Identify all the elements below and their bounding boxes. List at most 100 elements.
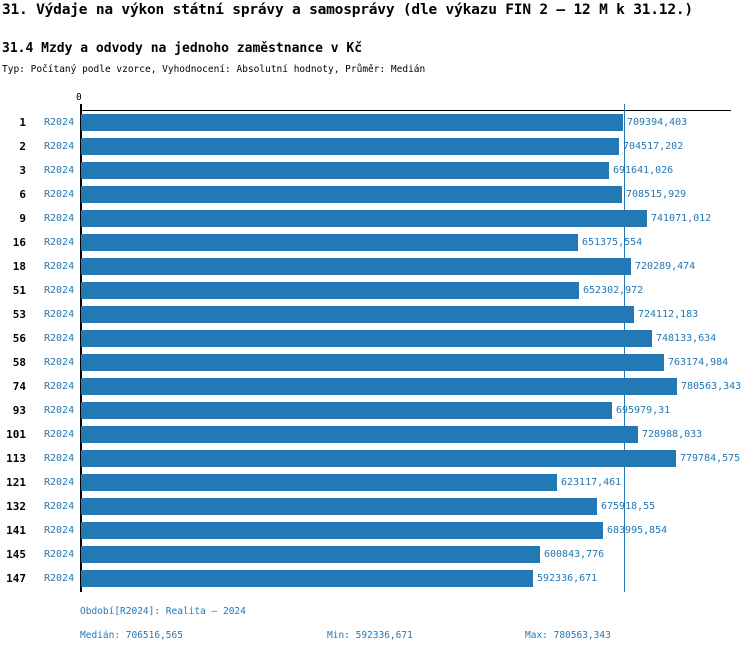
bar-value-label: 623117,461	[561, 477, 622, 488]
legend-period-label: Období[R2024]: Realita – 2024	[80, 606, 246, 617]
bar-value-label: 695979,31	[616, 405, 671, 416]
chart-footer: Období[R2024]: Realita – 2024 Medián: 70…	[0, 606, 750, 654]
row-index-label: 53	[12, 308, 26, 321]
row-series-label: R2024	[44, 549, 75, 560]
chart-row: 132 R2024 675918,55	[0, 496, 750, 520]
row-series-label: R2024	[44, 237, 75, 248]
bar	[81, 258, 631, 275]
row-series-label: R2024	[44, 261, 75, 272]
bar	[81, 522, 603, 539]
row-index-label: 141	[6, 524, 26, 537]
row-series-label: R2024	[44, 189, 75, 200]
row-index-label: 56	[12, 332, 26, 345]
bar-value-label: 748133,634	[656, 333, 717, 344]
bar-value-label: 651375,554	[582, 237, 643, 248]
bar	[81, 138, 619, 155]
median-reference-line	[624, 104, 625, 592]
bar-value-label: 691641,026	[613, 165, 674, 176]
row-series-label: R2024	[44, 405, 75, 416]
bar	[81, 282, 579, 299]
bar	[81, 306, 634, 323]
bar	[81, 330, 652, 347]
row-index-label: 101	[6, 428, 26, 441]
bar-value-label: 683995,854	[607, 525, 668, 536]
chart-row: 121 R2024 623117,461	[0, 472, 750, 496]
bar-value-label: 763174,984	[668, 357, 729, 368]
chart-row: 9 R2024 741071,012	[0, 208, 750, 232]
axis-top-rule	[81, 110, 731, 111]
bar	[81, 546, 540, 563]
row-index-label: 93	[12, 404, 26, 417]
bar-value-label: 708515,929	[626, 189, 687, 200]
stat-median-label: Medián: 706516,565	[80, 630, 183, 641]
chart-plot-area: 0 1 R2024 709394,403 2 R2024 704517,202 3 R2024…	[0, 92, 750, 595]
bar	[81, 378, 677, 395]
row-series-label: R2024	[44, 477, 75, 488]
row-series-label: R2024	[44, 573, 75, 584]
bar	[81, 570, 533, 587]
row-index-label: 2	[19, 140, 26, 153]
chart-meta-line: Typ: Počítaný podle vzorce, Vyhodnocení:…	[2, 64, 426, 75]
bar	[81, 402, 612, 419]
bar	[81, 474, 557, 491]
row-series-label: R2024	[44, 429, 75, 440]
chart-row: 56 R2024 748133,634	[0, 328, 750, 352]
chart-row: 101 R2024 728988,033	[0, 424, 750, 448]
chart-row: 3 R2024 691641,026	[0, 160, 750, 184]
chart-title-main: 31. Výdaje na výkon státní správy a samo…	[2, 2, 693, 18]
row-index-label: 3	[19, 164, 26, 177]
row-series-label: R2024	[44, 309, 75, 320]
row-index-label: 51	[12, 284, 26, 297]
bar-value-label: 780563,343	[681, 381, 742, 392]
chart-row: 141 R2024 683995,854	[0, 520, 750, 544]
chart-row: 93 R2024 695979,31	[0, 400, 750, 424]
chart-title-sub: 31.4 Mzdy a odvody na jednoho zaměstnanc…	[2, 41, 363, 56]
chart-row: 113 R2024 779784,575	[0, 448, 750, 472]
bar-value-label: 709394,403	[627, 117, 688, 128]
chart-row: 53 R2024 724112,183	[0, 304, 750, 328]
bar	[81, 162, 609, 179]
row-series-label: R2024	[44, 357, 75, 368]
bar-value-label: 720289,474	[635, 261, 696, 272]
row-series-label: R2024	[44, 141, 75, 152]
row-index-label: 121	[6, 476, 26, 489]
row-index-label: 1	[19, 116, 26, 129]
chart-row: 2 R2024 704517,202	[0, 136, 750, 160]
row-index-label: 16	[12, 236, 26, 249]
row-series-label: R2024	[44, 165, 75, 176]
bar-value-label: 741071,012	[651, 213, 712, 224]
row-series-label: R2024	[44, 285, 75, 296]
row-index-label: 132	[6, 500, 26, 513]
row-index-label: 74	[12, 380, 26, 393]
axis-y-line	[80, 104, 82, 592]
chart-row: 6 R2024 708515,929	[0, 184, 750, 208]
stat-min-label: Min: 592336,671	[327, 630, 413, 641]
bar-value-label: 704517,202	[623, 141, 684, 152]
row-series-label: R2024	[44, 501, 75, 512]
row-index-label: 6	[19, 188, 26, 201]
row-index-label: 145	[6, 548, 26, 561]
bar	[81, 354, 664, 371]
row-index-label: 58	[12, 356, 26, 369]
bar-value-label: 779784,575	[680, 453, 741, 464]
row-series-label: R2024	[44, 525, 75, 536]
chart-row: 147 R2024 592336,671	[0, 568, 750, 592]
bar	[81, 450, 676, 467]
chart-row: 74 R2024 780563,343	[0, 376, 750, 400]
chart-row: 51 R2024 652302,972	[0, 280, 750, 304]
bar-value-label: 724112,183	[638, 309, 699, 320]
bar	[81, 114, 623, 131]
row-index-label: 9	[19, 212, 26, 225]
row-index-label: 113	[6, 452, 26, 465]
chart-row: 16 R2024 651375,554	[0, 232, 750, 256]
chart-row: 58 R2024 763174,984	[0, 352, 750, 376]
row-index-label: 18	[12, 260, 26, 273]
bar	[81, 186, 622, 203]
bar-value-label: 675918,55	[601, 501, 656, 512]
row-series-label: R2024	[44, 117, 75, 128]
row-series-label: R2024	[44, 381, 75, 392]
chart-row: 1 R2024 709394,403	[0, 112, 750, 136]
row-series-label: R2024	[44, 213, 75, 224]
chart-row: 145 R2024 600843,776	[0, 544, 750, 568]
bar-value-label: 728988,033	[642, 429, 703, 440]
